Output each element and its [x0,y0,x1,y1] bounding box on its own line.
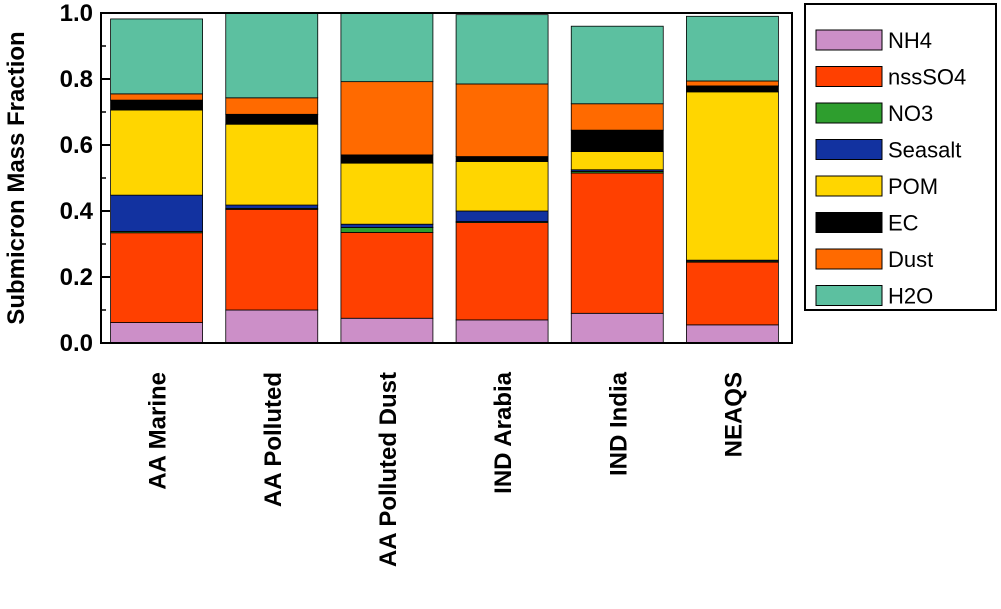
legend-label-pom: POM [888,174,938,199]
bars-group [110,12,779,344]
legend-swatch-ec [815,212,883,233]
y-tick-label: 0.6 [60,132,93,159]
x-category-label: IND Arabia [490,371,517,493]
bar-segment-nssso4 [225,208,319,311]
bar-segment-seasalt [225,204,319,209]
bar-segment-pom [225,123,319,206]
bar-segment-h2o [686,15,779,82]
bar-segment-nh4 [570,312,664,344]
bar-segment-nssso4 [455,222,549,321]
bar-segment-dust [340,81,434,156]
y-tick-label: 0.2 [60,264,93,291]
bar-segment-h2o [110,18,203,95]
bar-segment-pom [570,151,664,171]
x-axis-labels: AA Marine AA Polluted AA Polluted Dust IND … [145,371,748,567]
bar-segment-nh4 [110,322,203,344]
bar-segment-ec [686,85,779,93]
bar-segment-dust [225,97,319,115]
legend-label-no3: NO3 [888,101,933,126]
legend-label-nh4: NH4 [888,28,932,53]
bar-segment-dust [686,80,779,87]
bar-segment-ec [570,129,664,152]
bar-segment-nssso4 [686,261,779,326]
bar-segment-h2o [225,12,319,99]
bar-segment-dust [570,103,664,131]
bar-segment-h2o [340,12,434,83]
legend-swatch-dust [815,248,883,270]
bar-segment-h2o [570,25,664,105]
legend-swatch-nssso4 [815,66,883,87]
y-axis: 0.0 0.2 0.4 0.6 0.8 1.0 [60,0,110,357]
bar-segment-seasalt [455,210,549,222]
bar-segment-pom [455,161,549,212]
bar-segment-nh4 [686,324,779,344]
x-category-label: AA Polluted Dust [375,372,402,567]
bar-segment-nh4 [455,319,549,344]
legend-swatch-seasalt [815,139,883,160]
y-tick-label: 1.0 [60,0,93,27]
legend-swatch-nh4 [815,29,883,51]
bar-segment-dust [455,83,549,157]
y-tick-label: 0.0 [60,330,93,357]
bar-segment-h2o [455,14,549,85]
legend: NH4 nssSO4 NO3 Seasalt POM EC Dust H2O [804,3,997,311]
bar-segment-seasalt [340,223,434,228]
bar-segment-ec [340,154,434,164]
x-category-label: AA Polluted [260,372,287,507]
bar-segment-ec [225,113,319,125]
bar-segment-ec [455,156,549,162]
plot-frame [100,12,793,344]
x-category-label: NEAQS [720,372,747,457]
bar-segment-nh4 [225,309,319,344]
legend-label-ec: EC [888,211,919,236]
bar-segment-pom [110,109,203,196]
legend-label-seasalt: Seasalt [888,138,961,163]
bar-segment-pom [686,91,779,261]
bar-segment-seasalt [110,194,203,232]
bar-segment-dust [110,93,203,101]
legend-swatch-h2o [815,285,883,306]
bar-segment-no3 [340,227,434,233]
legend-label-nssso4: nssSO4 [888,65,966,90]
bar-segment-nssso4 [340,232,434,319]
legend-swatch-pom [815,175,883,197]
bar-segment-nssso4 [570,172,664,314]
y-axis-title: Submicron Mass Fraction [3,31,30,324]
bar-segment-pom [340,162,434,225]
legend-swatch-no3 [815,102,883,124]
y-tick-label: 0.8 [60,66,93,93]
legend-label-h2o: H2O [888,284,933,309]
legend-label-dust: Dust [888,247,933,272]
x-category-label: IND India [605,371,632,476]
x-category-label: AA Marine [145,372,172,490]
bar-segment-nh4 [340,317,434,344]
y-tick-label: 0.4 [60,198,94,225]
bar-segment-ec [110,99,203,111]
bar-segment-nssso4 [110,232,203,323]
